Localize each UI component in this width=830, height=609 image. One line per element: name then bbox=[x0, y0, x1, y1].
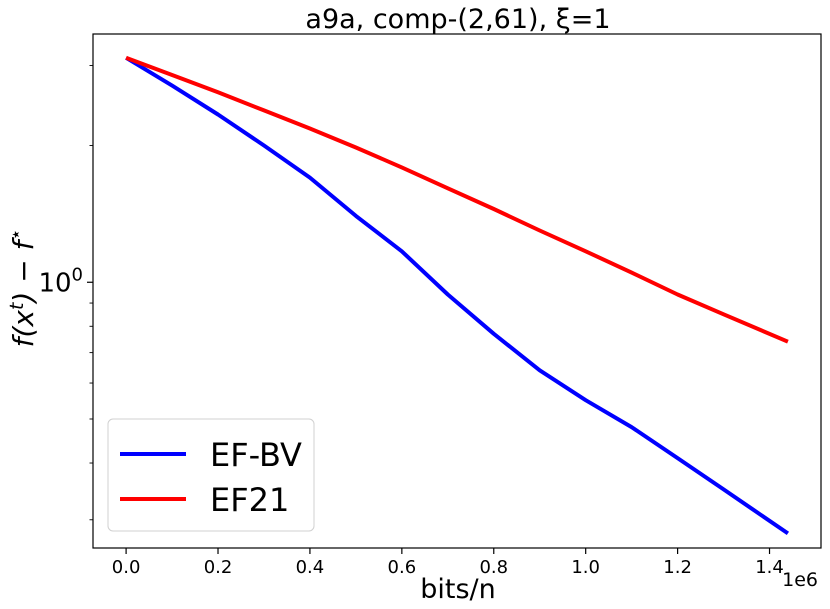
chart-title: a9a, comp-(2,61), ξ=1 bbox=[305, 4, 610, 35]
svg-text:f(xt) − f⋆: f(xt) − f⋆ bbox=[5, 229, 40, 348]
legend-label-ef21: EF21 bbox=[210, 481, 289, 519]
legend-box bbox=[107, 418, 315, 532]
x-tick-label: 0.8 bbox=[479, 557, 508, 578]
x-axis-offset-label: 1e6 bbox=[782, 569, 818, 591]
series-line-ef-bv bbox=[125, 56, 790, 536]
x-tick-label: 1.4 bbox=[755, 557, 784, 578]
axes: 0.0 0.2 0.4 0.6 0.8 1.0 1.2 1.4 100 bbox=[38, 33, 822, 578]
axes-frame bbox=[92, 33, 822, 549]
x-tick-label: 0.4 bbox=[296, 557, 325, 578]
plot-area bbox=[125, 55, 790, 536]
x-tick-label: 0.2 bbox=[204, 557, 233, 578]
x-tick-label: 1.2 bbox=[663, 557, 692, 578]
x-tick-label: 0.0 bbox=[112, 557, 141, 578]
legend: EF-BV EF21 bbox=[107, 418, 315, 532]
series-line-ef21 bbox=[125, 55, 789, 344]
x-tick-label: 0.6 bbox=[388, 557, 417, 578]
y-tick-label: 100 bbox=[38, 264, 83, 298]
y-axis-label: f(xt) − f⋆ bbox=[5, 229, 40, 348]
x-axis-label: bits/n bbox=[420, 574, 496, 605]
x-tick-label: 1.0 bbox=[571, 557, 600, 578]
legend-label-ef-bv: EF-BV bbox=[210, 436, 302, 474]
